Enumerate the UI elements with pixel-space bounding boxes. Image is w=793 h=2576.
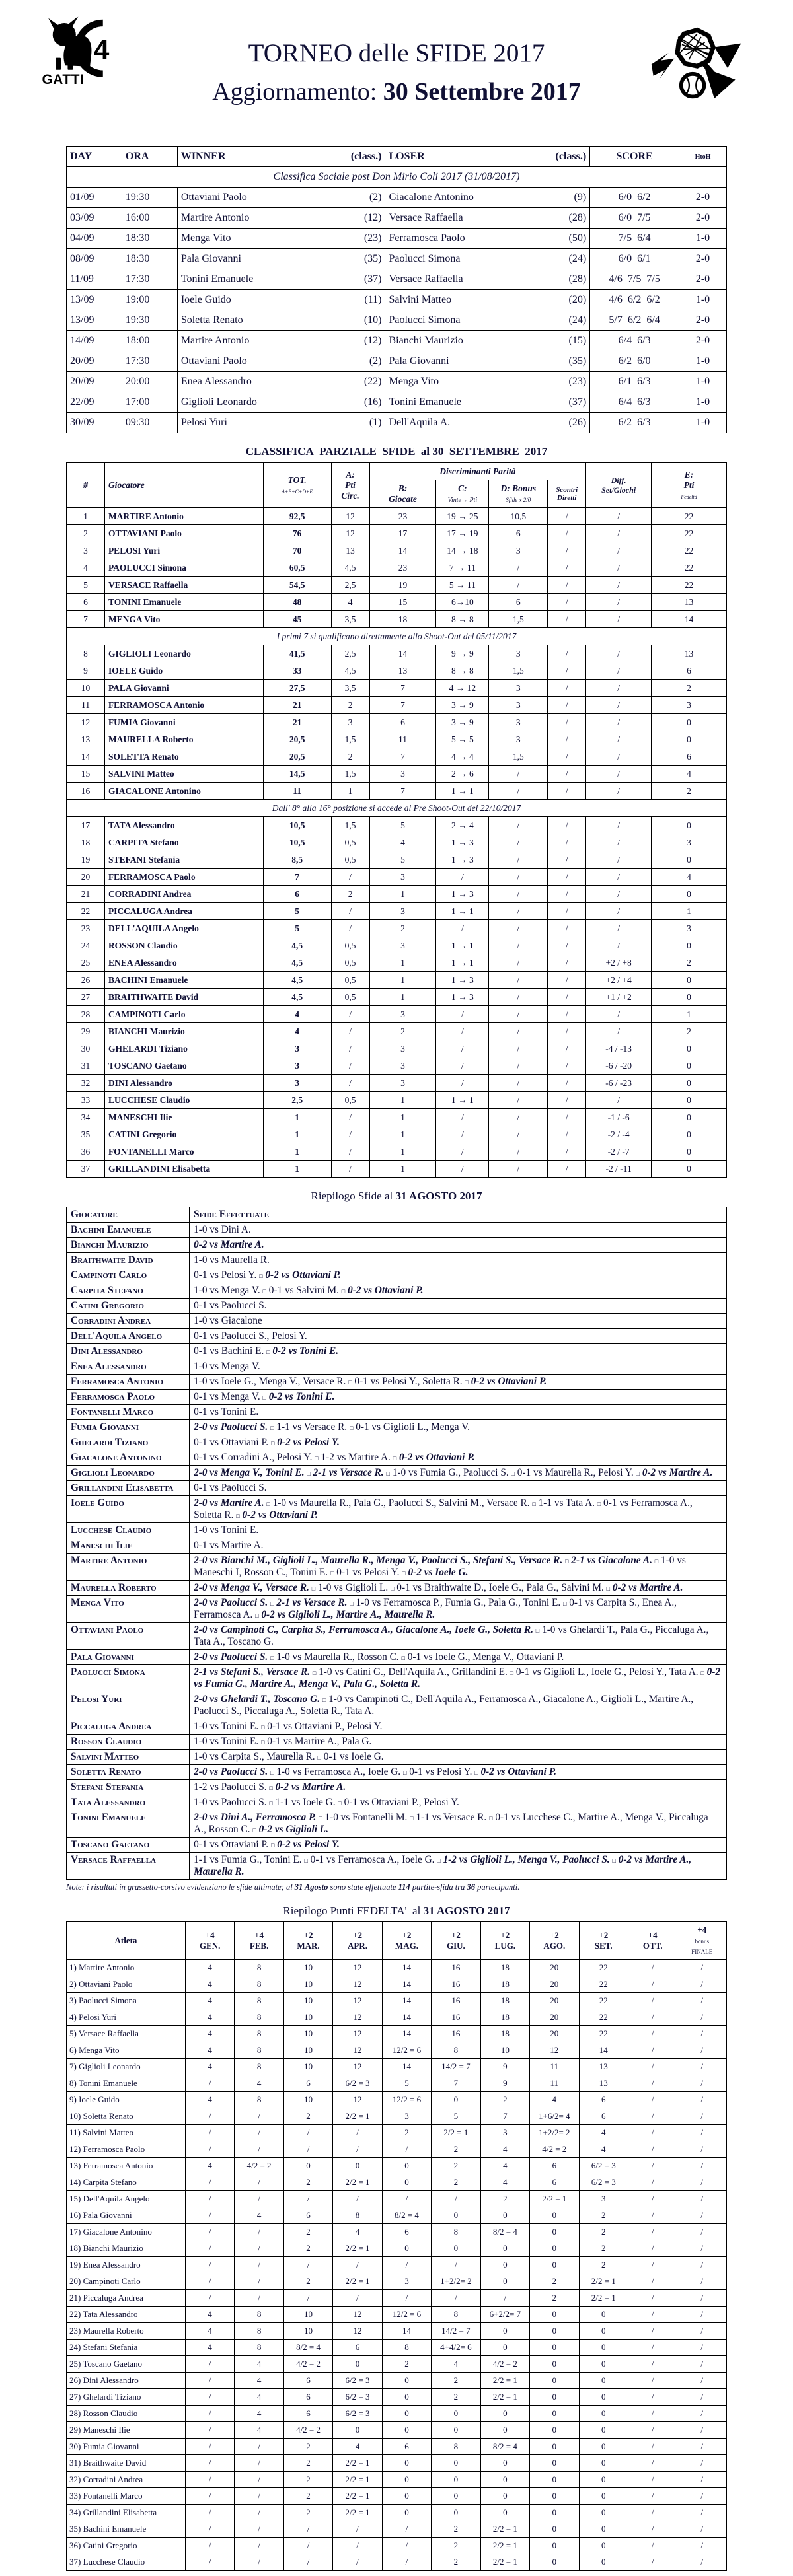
svg-text:GATTI: GATTI: [42, 72, 84, 87]
svg-text:4: 4: [93, 34, 109, 66]
